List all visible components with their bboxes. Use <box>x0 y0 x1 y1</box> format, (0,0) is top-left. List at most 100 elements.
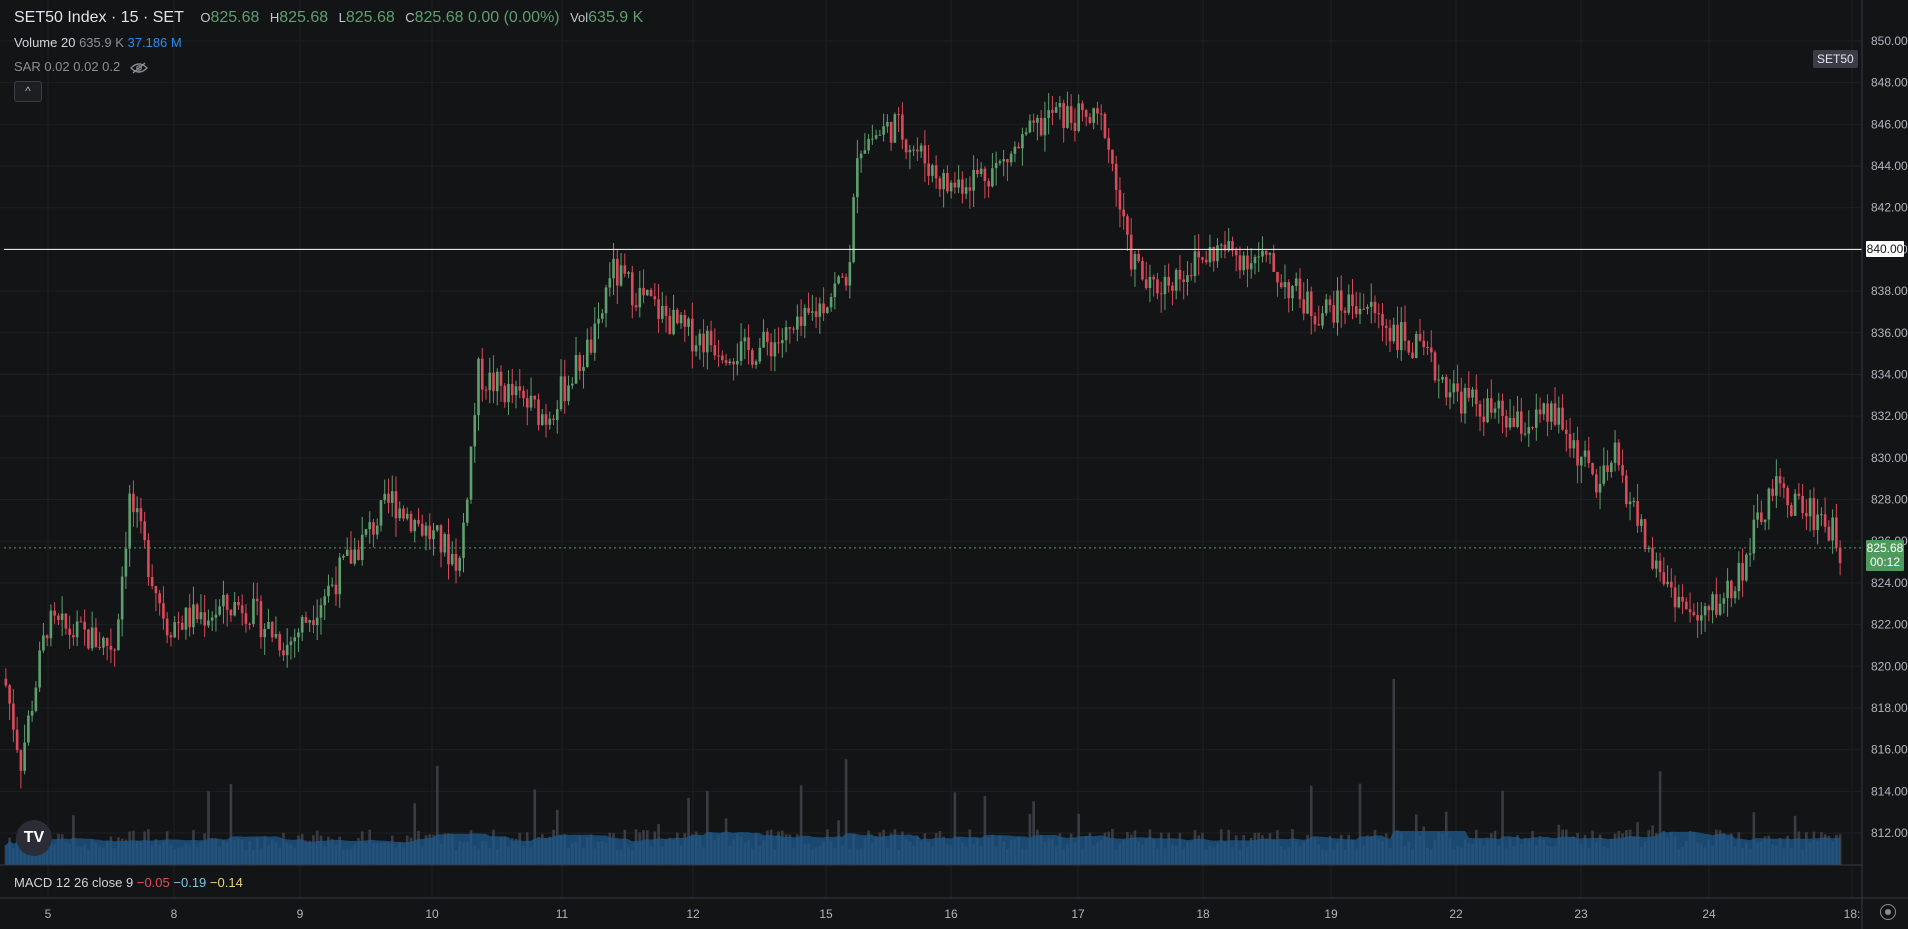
candle-body <box>871 138 874 140</box>
candle-body <box>694 345 698 352</box>
candle-body <box>368 522 372 530</box>
candle-body <box>582 367 585 371</box>
candle-body <box>1775 476 1778 496</box>
candle-body <box>1467 387 1471 398</box>
candle-body <box>1519 411 1523 434</box>
candle-body <box>1407 340 1411 353</box>
candle-body <box>1587 450 1591 464</box>
volume-bar <box>1309 785 1313 865</box>
candle-body <box>1426 347 1429 349</box>
candle-body <box>1137 253 1140 262</box>
candle-body <box>1655 560 1658 569</box>
candle-body <box>98 646 101 648</box>
collapse-legend-button[interactable]: ^ <box>14 81 42 102</box>
candle-body <box>946 172 949 192</box>
candle-body <box>327 585 330 597</box>
candle-body <box>1583 450 1587 457</box>
candle-body <box>1617 442 1621 466</box>
candle-body <box>499 371 503 386</box>
price-tick-label: 842.00 <box>1871 201 1908 215</box>
candle-body <box>792 328 795 330</box>
candle-body <box>1178 269 1182 280</box>
candle-body <box>319 605 323 618</box>
candle-body <box>495 371 499 392</box>
candle-body <box>252 598 255 625</box>
candle-body <box>874 135 878 139</box>
candle-body <box>781 340 784 344</box>
candle-body <box>886 121 889 127</box>
candle-body <box>503 385 507 403</box>
tradingview-logo-icon[interactable]: TV <box>16 820 52 856</box>
candle-body <box>1628 501 1632 505</box>
candle-body <box>627 272 630 274</box>
candle-body <box>1707 606 1711 611</box>
candle-body <box>180 622 184 630</box>
gear-icon[interactable] <box>1880 904 1896 920</box>
candle-body <box>1504 416 1508 428</box>
candle-body <box>383 493 387 501</box>
candle-body <box>68 628 71 636</box>
symbol-title[interactable]: SET50 Index · 15 · SET <box>14 9 184 26</box>
candle-body <box>1069 106 1073 123</box>
candle-body <box>1546 403 1549 422</box>
candle-body <box>912 149 915 151</box>
change-value: 0.00 (0.00%) <box>468 9 560 26</box>
candle-body <box>1835 517 1838 548</box>
candle-body <box>102 637 105 648</box>
candle-body <box>1561 407 1564 430</box>
candle-body <box>1088 116 1092 123</box>
candle-body <box>889 121 893 143</box>
candle-body <box>747 337 750 351</box>
candle-body <box>1309 291 1313 317</box>
candle-body <box>42 635 45 651</box>
candle-body <box>53 610 56 616</box>
candle-body <box>574 355 578 384</box>
candle-body <box>540 414 544 426</box>
candle-body <box>537 399 540 426</box>
price-tick-label: 850.00 <box>1871 34 1908 48</box>
main-legend: SET50 Index · 15 · SET O825.68 H825.68 L… <box>14 9 644 26</box>
candle-body <box>1718 603 1722 615</box>
candle-body <box>1339 290 1343 311</box>
volume-bar <box>953 792 957 865</box>
candle-body <box>1609 462 1613 473</box>
candle-body <box>510 383 514 396</box>
candle-body <box>360 534 364 561</box>
candle-body <box>1287 282 1291 299</box>
candle-body <box>916 149 919 152</box>
candle-body <box>841 276 844 278</box>
candle-body <box>1231 241 1234 251</box>
price-tick-label: 834.00 <box>1871 367 1908 381</box>
sar-legend[interactable]: SAR 0.02 0.02 0.2 <box>14 59 148 74</box>
price-tick-label: 836.00 <box>1871 326 1908 340</box>
candle-body <box>533 395 537 400</box>
candle-body <box>1786 487 1789 506</box>
volume-bar <box>1392 679 1396 865</box>
volume-legend[interactable]: Volume 20 635.9 K 37.186 M <box>14 35 182 50</box>
candle-body <box>702 333 705 353</box>
candle-body <box>642 287 645 296</box>
candle-body <box>375 525 379 535</box>
macd-legend[interactable]: MACD 12 26 close 9 −0.05 −0.19 −0.14 <box>14 875 243 890</box>
price-tick-label: 844.00 <box>1871 159 1908 173</box>
candle-body <box>1459 391 1463 414</box>
candle-body <box>544 414 548 425</box>
candle-body <box>390 491 394 503</box>
candle-body <box>225 594 229 610</box>
time-tick-label: 18: <box>1844 907 1861 921</box>
candle-body <box>1512 417 1516 427</box>
candle-body <box>1636 500 1639 526</box>
candle-body <box>1163 276 1167 295</box>
volume-bar <box>533 789 537 865</box>
candle-body <box>878 134 882 136</box>
candle-body <box>229 609 233 616</box>
candle-body <box>1790 505 1793 516</box>
candle-body <box>420 523 424 536</box>
candle-body <box>953 182 957 188</box>
candle-body <box>893 114 897 143</box>
candle-body <box>1223 244 1227 251</box>
time-tick-label: 17 <box>1071 907 1085 921</box>
eye-hidden-icon[interactable] <box>129 62 148 74</box>
candle-body <box>184 607 188 630</box>
